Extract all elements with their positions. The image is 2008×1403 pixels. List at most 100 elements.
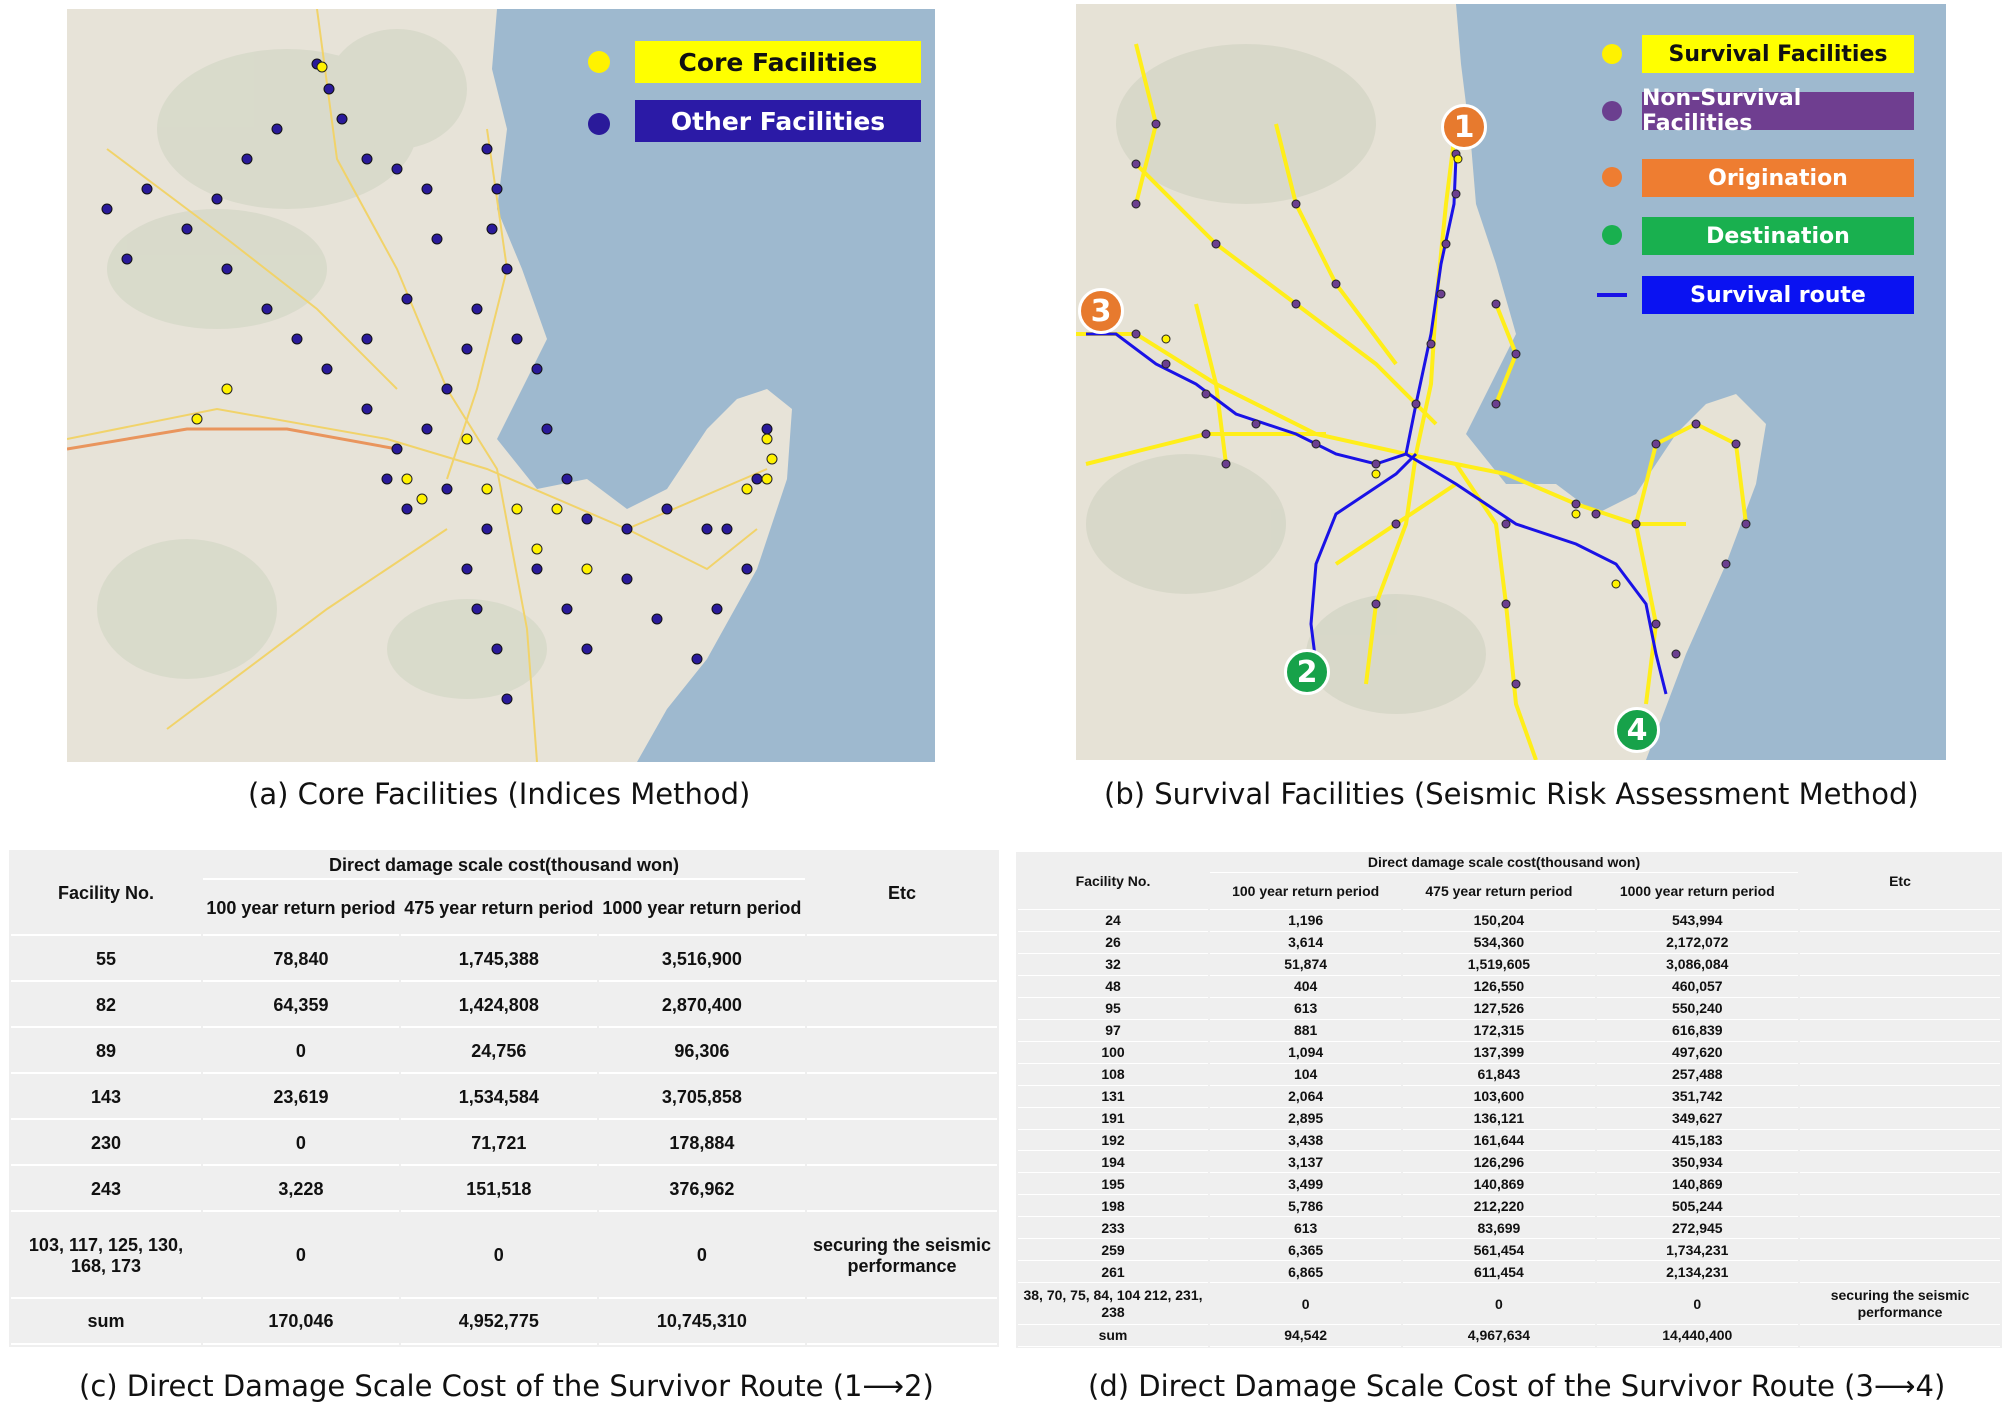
table-cell-v2: 126,550 [1403, 976, 1595, 998]
table-cell-v3: 460,057 [1596, 976, 1798, 998]
table-cell-v3: 140,869 [1596, 1174, 1798, 1196]
table-row: 195 3,499 140,869 140,869 [1018, 1174, 2000, 1196]
survival-route-2 [1309, 452, 1418, 665]
table-cell-etc [1800, 1064, 2000, 1086]
table-cell-v3: 2,134,231 [1596, 1262, 1798, 1284]
table-cell-v1: 104 [1210, 1064, 1402, 1086]
table-cell-v3: 2,870,400 [598, 984, 805, 1029]
table-cell-etc [1800, 1130, 2000, 1152]
table-row: 89 0 24,756 96,306 [11, 1030, 997, 1075]
table-cell-etc: securing the seismic performance [807, 1214, 997, 1299]
table-cell-etc [1800, 1086, 2000, 1108]
table-cell-etc [1800, 1262, 2000, 1284]
table-cell-v2: 4,967,634 [1403, 1325, 1595, 1347]
table-cell-v3: 376,962 [598, 1168, 805, 1213]
col-475yr-header: 475 year return period [400, 882, 597, 936]
table-cell-v3: 550,240 [1596, 998, 1798, 1020]
table-cell-v1: 2,895 [1210, 1108, 1402, 1130]
table-row: 259 6,365 561,454 1,734,231 [1018, 1240, 2000, 1262]
table-cell-v1: 613 [1210, 998, 1402, 1020]
table-cell-v2: 161,644 [1403, 1130, 1595, 1152]
table-cell-etc [807, 1122, 997, 1167]
table-cell-v2: 1,745,388 [400, 938, 597, 983]
marker-2[interactable]: 2 [1284, 649, 1330, 695]
facility-header: Facility No. [1018, 853, 1208, 910]
marker-4[interactable]: 4 [1614, 707, 1660, 753]
table-row: 198 5,786 212,220 505,244 [1018, 1196, 2000, 1218]
table-cell-no: 259 [1018, 1240, 1208, 1262]
table-cell-etc [1800, 1218, 2000, 1240]
table-row: 32 51,874 1,519,605 3,086,084 [1018, 954, 2000, 976]
table-row: 108 104 61,843 257,488 [1018, 1064, 2000, 1086]
table-cell-v1: 5,786 [1210, 1196, 1402, 1218]
non-survival-facility-points [1131, 119, 1751, 689]
table-cell-v2: 103,600 [1403, 1086, 1595, 1108]
table-cell-v1: 3,614 [1210, 932, 1402, 954]
table-cell-etc [807, 984, 997, 1029]
table-cell-v1: 0 [203, 1030, 399, 1075]
table-row: 97 881 172,315 616,839 [1018, 1020, 2000, 1042]
table-row: sum 94,542 4,967,634 14,440,400 [1018, 1325, 2000, 1347]
col-100yr-header: 100 year return period [203, 882, 399, 936]
table-cell-no: 143 [11, 1076, 201, 1121]
table-row: 82 64,359 1,424,808 2,870,400 [11, 984, 997, 1029]
table-cell-etc [807, 1300, 997, 1345]
table-cell-v3: 272,945 [1596, 1218, 1798, 1240]
table-cell-v1: 3,228 [203, 1168, 399, 1213]
table-cell-etc [1800, 1152, 2000, 1174]
cost-group-header: Direct damage scale cost(thousand won) [203, 852, 805, 880]
table-row: 38, 70, 75, 84, 104 212, 231, 238 0 0 0 secu… [1018, 1284, 2000, 1325]
marker-1[interactable]: 1 [1441, 104, 1487, 150]
map-core-facilities[interactable]: Core Facilities Other Facilities [67, 9, 935, 762]
table-cell-v2: 136,121 [1403, 1108, 1595, 1130]
table-cell-v1: 0 [203, 1214, 399, 1299]
table-row: 95 613 127,526 550,240 [1018, 998, 2000, 1020]
map-survival-facilities[interactable]: 1 2 3 4 Survival Facilities Non-Survival… [1076, 4, 1946, 760]
table-cell-v1: 881 [1210, 1020, 1402, 1042]
table-cell-etc [1800, 1174, 2000, 1196]
table-cell-no: 261 [1018, 1262, 1208, 1284]
table-cell-v2: 83,699 [1403, 1218, 1595, 1240]
table-cell-etc [1800, 911, 2000, 932]
highway [67, 427, 398, 451]
table-cell-v1: 94,542 [1210, 1325, 1402, 1347]
table-cell-v2: 0 [1403, 1284, 1595, 1325]
table-cell-etc [807, 938, 997, 983]
table-cell-v1: 170,046 [203, 1300, 399, 1345]
col-1000yr-header: 1000 year return period [1596, 874, 1798, 910]
damage-cost-table-c: Facility No. Direct damage scale cost(th… [9, 850, 999, 1347]
table-cell-v1: 23,619 [203, 1076, 399, 1121]
table-cell-v3: 3,516,900 [598, 938, 805, 983]
table-cell-etc [807, 1030, 997, 1075]
table-cell-no: 97 [1018, 1020, 1208, 1042]
table-cell-v2: 1,519,605 [1403, 954, 1595, 976]
table-cell-no: 131 [1018, 1086, 1208, 1108]
table-cell-no: 233 [1018, 1218, 1208, 1240]
table-cell-v3: 1,734,231 [1596, 1240, 1798, 1262]
table-cell-v2: 126,296 [1403, 1152, 1595, 1174]
table-row: 24 1,196 150,204 543,994 [1018, 911, 2000, 932]
table-cell-etc [807, 1168, 997, 1213]
table-cell-v3: 178,884 [598, 1122, 805, 1167]
core-facility-points [191, 61, 778, 575]
caption-d: (d) Direct Damage Scale Cost of the Surv… [1088, 1369, 1946, 1403]
survival-facilities-legend-dot [1602, 44, 1622, 64]
table-cell-v3: 505,244 [1596, 1196, 1798, 1218]
table-cell-v1: 3,499 [1210, 1174, 1402, 1196]
table-cell-v3: 2,172,072 [1596, 932, 1798, 954]
table-cell-etc [807, 1076, 997, 1121]
table-cell-no: sum [11, 1300, 201, 1345]
marker-3[interactable]: 3 [1078, 288, 1124, 334]
survival-facilities-legend-label: Survival Facilities [1642, 35, 1914, 73]
table-row: 100 1,094 137,399 497,620 [1018, 1042, 2000, 1064]
table-cell-v2: 61,843 [1403, 1064, 1595, 1086]
table-cell-no: 38, 70, 75, 84, 104 212, 231, 238 [1018, 1284, 1208, 1325]
table-cell-v1: 64,359 [203, 984, 399, 1029]
table-row: 55 78,840 1,745,388 3,516,900 [11, 938, 997, 983]
table-cell-v2: 150,204 [1403, 911, 1595, 932]
table-cell-v2: 534,360 [1403, 932, 1595, 954]
table-cell-v1: 2,064 [1210, 1086, 1402, 1108]
table-cell-etc [1800, 1196, 2000, 1218]
table-cell-v3: 616,839 [1596, 1020, 1798, 1042]
table-cell-v2: 151,518 [400, 1168, 597, 1213]
